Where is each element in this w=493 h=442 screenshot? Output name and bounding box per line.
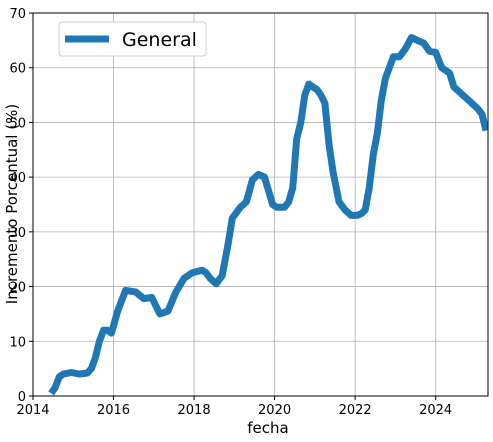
y-tick-label: 70	[9, 7, 26, 22]
series-line-general	[48, 34, 488, 396]
y-tick-label: 20	[9, 281, 26, 296]
y-axis-label: Incremento Porcentual (%)	[3, 104, 21, 304]
legend-label-general: General	[122, 29, 197, 51]
y-tick-label: 60	[9, 62, 26, 77]
legend: General	[58, 21, 207, 57]
legend-box	[58, 21, 207, 57]
x-tick-label: 2018	[178, 403, 211, 418]
plot-frame	[32, 12, 489, 397]
x-tick-label: 2024	[419, 403, 452, 418]
x-axis-ticks: 2014 2016 2018 2020 2022 2024	[16, 396, 452, 418]
y-tick-label: 40	[9, 171, 26, 186]
y-tick-label: 30	[9, 226, 26, 241]
x-axis-label: fecha	[247, 419, 288, 437]
x-tick-label: 2014	[16, 403, 49, 418]
x-tick-label: 2022	[339, 403, 372, 418]
y-tick-label: 50	[9, 116, 26, 131]
x-tick-label: 2020	[258, 403, 291, 418]
y-tick-label: 10	[9, 335, 26, 350]
y-tick-label: 0	[18, 390, 26, 405]
x-tick-label: 2016	[97, 403, 130, 418]
y-axis-ticks: 0 10 20 30 40 50 60 70	[9, 7, 33, 405]
